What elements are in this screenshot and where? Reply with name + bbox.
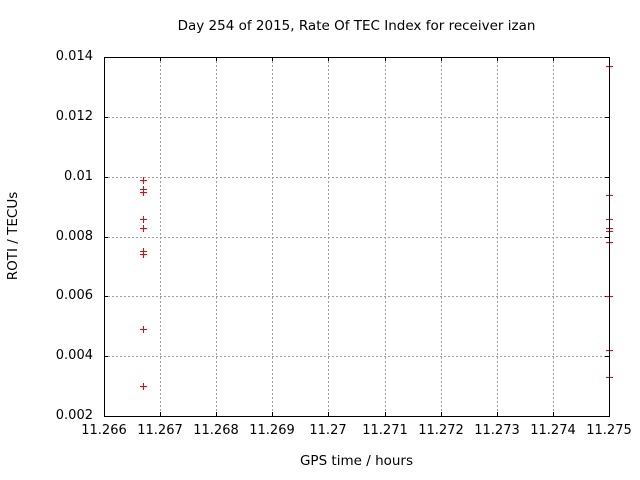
y-tick-label: 0.008 [55,229,93,244]
x-axis-label: GPS time / hours [299,453,414,469]
x-tick-label: 11.273 [474,423,520,438]
y-tick-label: 0.006 [55,288,93,303]
y-tick-label: 0.004 [55,348,93,363]
x-tick-label: 11.266 [81,423,127,438]
chart-title: Day 254 of 2015, Rate Of TEC Index for r… [177,18,536,34]
x-tick-label: 11.271 [362,423,408,438]
x-tick-label: 11.267 [137,423,183,438]
y-tick-label: 0.014 [55,49,93,64]
x-tick-label: 11.275 [586,423,632,438]
x-tick-label: 11.268 [193,423,239,438]
x-tick-label: 11.27 [309,423,347,438]
y-tick-label: 0.012 [55,109,93,124]
x-tick-label: 11.272 [418,423,464,438]
x-tick-label: 11.274 [530,423,576,438]
x-tick-label: 11.269 [249,423,295,438]
plot-border [104,57,610,417]
y-tick-label: 0.01 [64,169,93,184]
y-tick-label: 0.002 [55,408,93,423]
